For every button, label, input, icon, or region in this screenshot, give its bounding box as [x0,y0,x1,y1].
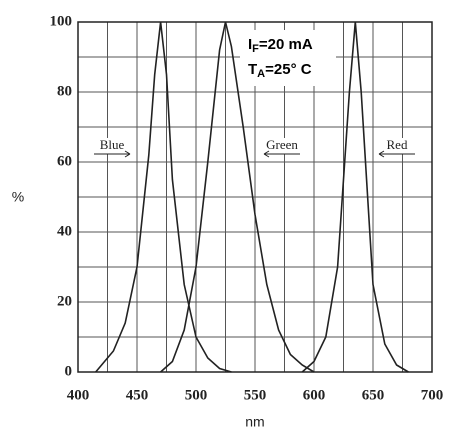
annotation: IF=20 mA [248,36,313,55]
y-tick-label: 0 [65,363,73,379]
spectrum-line [301,21,409,373]
annotation-rest: =20 mA [259,36,313,53]
annotation-sub: F [252,43,259,55]
annotation-rest: =25° C [265,61,312,78]
annotation-sub: A [257,68,265,80]
label-bg [262,138,302,154]
x-tick-label: 500 [185,387,208,403]
spectrum-line [160,21,315,373]
spectrum-line [95,21,232,373]
x-tick-label: 550 [244,387,267,403]
x-tick-label: 650 [362,387,385,403]
annotation-main: I [248,36,252,53]
x-tick-label: 450 [126,387,149,403]
annotation: TA=25° C [248,61,312,80]
series-label: Blue [100,137,125,152]
x-axis-label: nm [245,414,264,430]
y-axis-label: % [12,189,24,205]
label-bg [377,138,417,154]
arrow-head [124,150,131,158]
y-tick-label: 60 [57,153,72,169]
x-tick-label: 600 [303,387,326,403]
y-tick-label: 80 [57,83,72,99]
x-tick-label: 400 [67,387,90,403]
annotation-main: T [248,61,257,78]
x-tick-label: 700 [421,387,444,403]
series-label: Green [266,137,298,152]
arrow-head [263,150,270,158]
series-label: Red [387,137,408,152]
annotation-box [240,30,336,86]
y-tick-label: 100 [50,13,73,29]
y-tick-label: 20 [57,293,72,309]
label-bg [92,138,132,154]
arrow-head [378,150,385,158]
plot-frame [77,21,433,373]
y-tick-label: 40 [57,223,72,239]
